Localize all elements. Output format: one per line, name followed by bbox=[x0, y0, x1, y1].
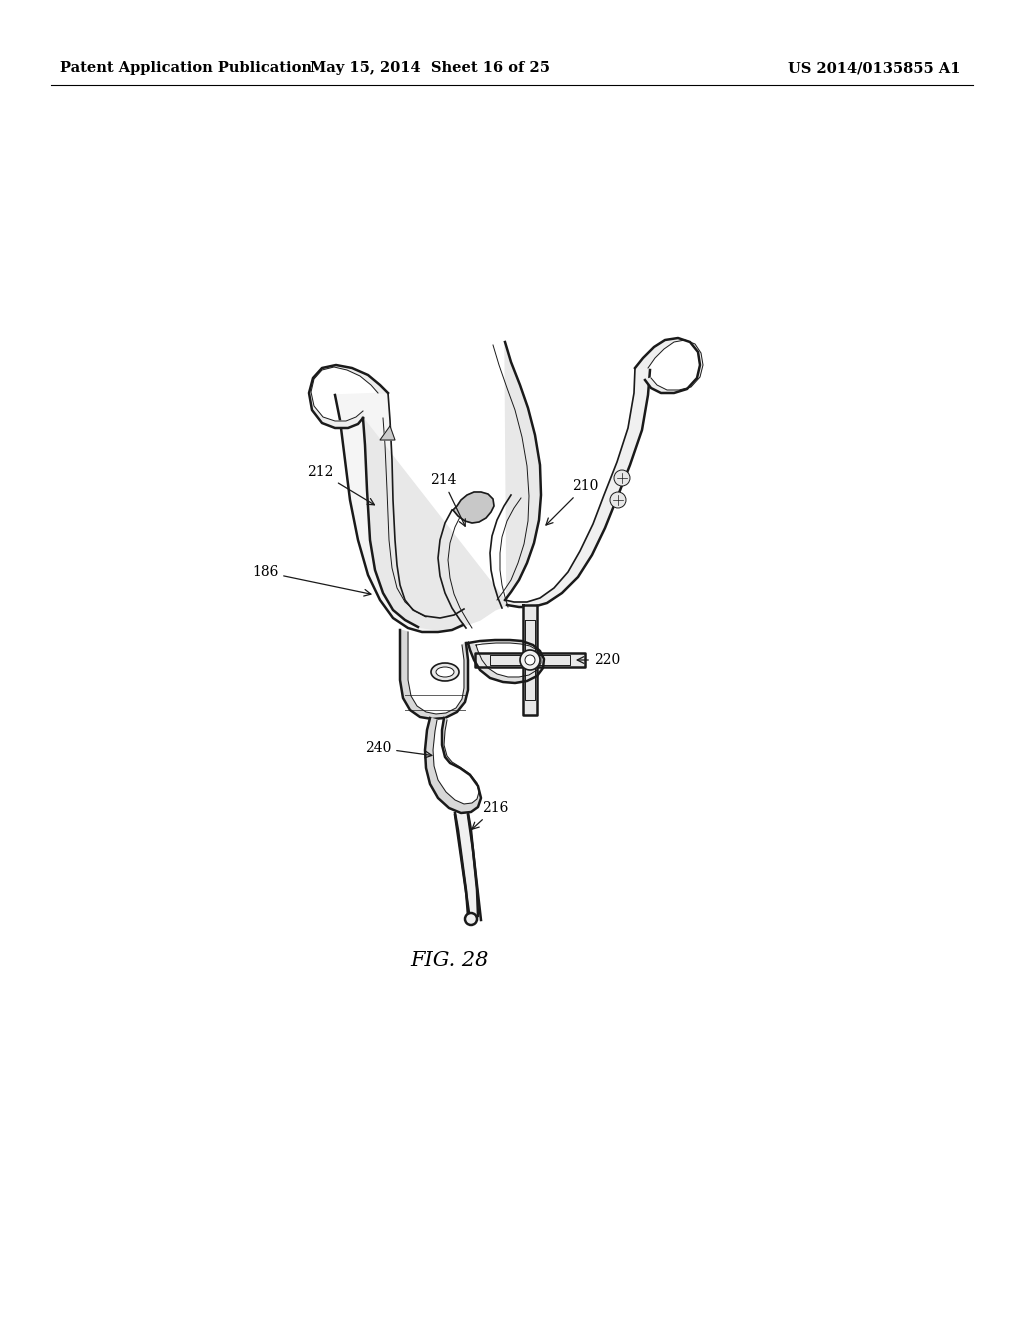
Text: FIG. 28: FIG. 28 bbox=[411, 950, 489, 969]
Text: 220: 220 bbox=[578, 653, 621, 667]
Polygon shape bbox=[362, 342, 541, 630]
Ellipse shape bbox=[431, 663, 459, 681]
Circle shape bbox=[614, 470, 630, 486]
Polygon shape bbox=[468, 640, 544, 682]
Polygon shape bbox=[400, 630, 468, 719]
Polygon shape bbox=[380, 426, 395, 440]
Text: Patent Application Publication: Patent Application Publication bbox=[60, 61, 312, 75]
Circle shape bbox=[525, 655, 535, 665]
Polygon shape bbox=[309, 366, 388, 428]
Polygon shape bbox=[475, 605, 585, 715]
Text: 216: 216 bbox=[472, 801, 508, 829]
Ellipse shape bbox=[436, 667, 454, 677]
Polygon shape bbox=[635, 338, 703, 393]
Circle shape bbox=[610, 492, 626, 508]
Text: May 15, 2014  Sheet 16 of 25: May 15, 2014 Sheet 16 of 25 bbox=[310, 61, 550, 75]
Polygon shape bbox=[455, 814, 481, 920]
Polygon shape bbox=[453, 492, 494, 523]
Polygon shape bbox=[335, 393, 464, 632]
Text: 240: 240 bbox=[365, 741, 432, 758]
Polygon shape bbox=[425, 718, 481, 813]
Text: US 2014/0135855 A1: US 2014/0135855 A1 bbox=[787, 61, 961, 75]
Text: 212: 212 bbox=[307, 465, 375, 504]
Circle shape bbox=[465, 913, 477, 925]
Text: 186: 186 bbox=[252, 565, 371, 597]
Polygon shape bbox=[505, 368, 650, 607]
Text: 214: 214 bbox=[430, 473, 465, 527]
Polygon shape bbox=[455, 813, 478, 921]
Text: 210: 210 bbox=[546, 479, 598, 525]
Circle shape bbox=[520, 649, 540, 671]
